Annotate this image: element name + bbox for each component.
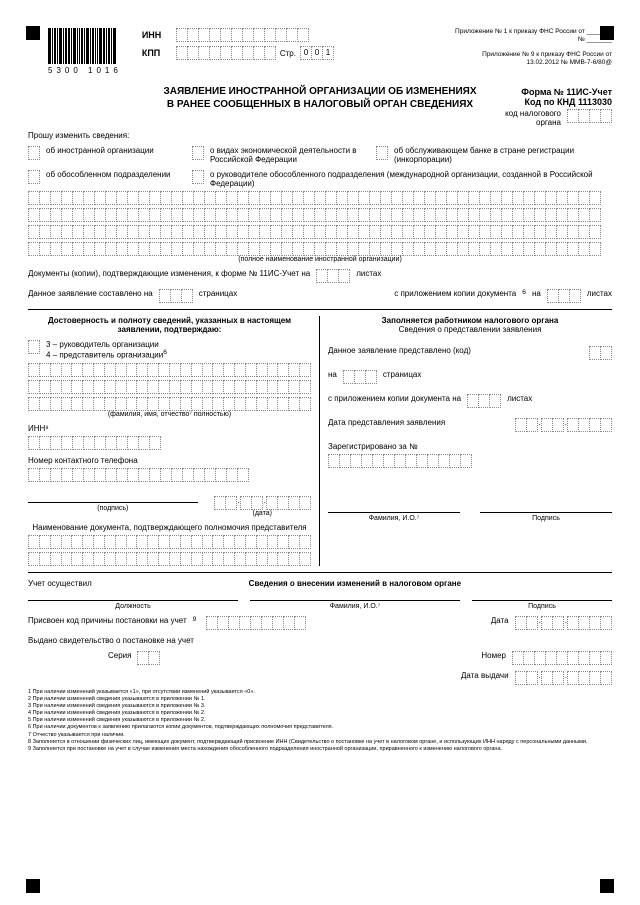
kpp-cells[interactable] [176, 46, 276, 60]
doc-name-lines[interactable] [28, 535, 311, 566]
page-cells: 001 [300, 46, 334, 60]
kpp-assigned-cells[interactable] [206, 616, 306, 630]
tax-code-cells[interactable] [567, 109, 612, 123]
docs-sheets-cells[interactable] [316, 269, 350, 283]
checkbox-3[interactable] [376, 146, 388, 160]
barcode: 5300 1016 [48, 28, 122, 75]
left-header: Достоверность и полноту сведений, указан… [28, 316, 311, 334]
number-cells[interactable] [512, 651, 612, 665]
right-copy-cells[interactable] [467, 394, 501, 408]
inn-cells[interactable] [176, 28, 309, 42]
checkbox-4[interactable] [28, 170, 40, 184]
barcode-number: 5300 1016 [48, 66, 122, 75]
copy-sheets-cells[interactable] [547, 289, 581, 303]
sig-date-cells[interactable]: .. [214, 496, 311, 510]
kpp-label: КПП [142, 48, 176, 58]
appendix-text: Приложение № 1 к приказу ФНС России от _… [452, 28, 612, 68]
fio-lines[interactable] [28, 363, 311, 411]
right-pages-cells[interactable] [343, 370, 377, 384]
phone-cells[interactable] [28, 468, 311, 482]
pages-cells[interactable] [159, 289, 193, 303]
request-text: Прошу изменить сведения: [28, 131, 612, 140]
right-header: Заполняется работником налогового органа [328, 316, 612, 325]
org-name-lines[interactable] [28, 191, 612, 256]
inn-label: ИНН [142, 30, 176, 40]
signer-inn-cells[interactable] [28, 436, 311, 450]
org-name-caption: (полное наименование иностранной организ… [28, 256, 612, 263]
checkbox-1[interactable] [28, 146, 40, 160]
signer-inn-label: ИНН⁸ [28, 424, 311, 433]
series-cells[interactable] [137, 651, 160, 665]
issue-date-cells[interactable]: .. [515, 671, 612, 685]
presented-code-cells[interactable] [589, 346, 612, 360]
reg-number-cells[interactable] [328, 454, 612, 468]
confirm-code-cell[interactable] [28, 340, 40, 354]
present-date-cells[interactable]: .. [515, 418, 612, 432]
checkbox-5[interactable] [192, 170, 204, 184]
checkbox-2[interactable] [192, 146, 204, 160]
tax-code-label: код налогового органа [501, 109, 561, 127]
changes-header: Сведения о внесении изменений в налогово… [98, 579, 612, 588]
footnotes: 1 При наличии изменений указывается «1»,… [28, 689, 612, 753]
kpp-date-cells[interactable]: .. [515, 616, 612, 630]
page-label: Стр. [280, 49, 296, 58]
